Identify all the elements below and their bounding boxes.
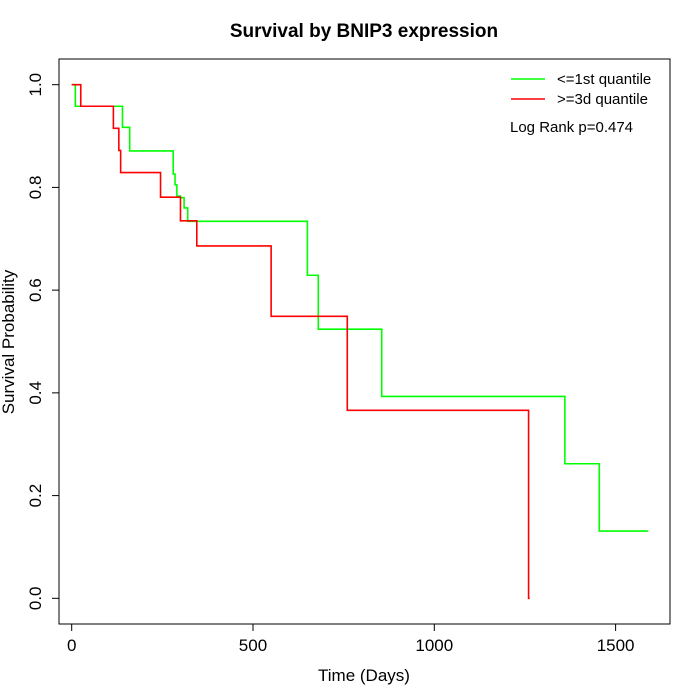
x-axis-label: Time (Days) (318, 666, 410, 685)
y-axis: 0.0 0.2 0.4 0.6 0.8 1.0 (26, 73, 60, 610)
y-axis-label: Survival Probability (0, 269, 18, 414)
x-tick-label: 500 (239, 636, 267, 655)
legend-label-1: <=1st quantile (557, 71, 651, 88)
legend: <=1st quantile >=3d quantile (511, 71, 651, 108)
y-tick-label: 0.8 (26, 176, 45, 200)
legend-label-2: >=3d quantile (557, 91, 648, 108)
plot-frame (58, 58, 671, 625)
series-layer (71, 83, 649, 600)
y-tick-label: 0.0 (26, 586, 45, 610)
x-axis: 0 500 1000 1500 (67, 623, 635, 655)
y-tick-label: 0.6 (26, 278, 45, 302)
x-tick-label: 1500 (597, 636, 635, 655)
x-tick-label: 0 (67, 636, 76, 655)
y-tick-label: 0.2 (26, 484, 45, 508)
y-tick-label: 0.4 (26, 381, 45, 405)
chart-title: Survival by BNIP3 expression (230, 21, 498, 42)
series-line-2 (71, 83, 530, 600)
series-line-1 (71, 83, 649, 532)
x-tick-label: 1000 (415, 636, 453, 655)
log-rank-annotation: Log Rank p=0.474 (510, 119, 633, 136)
y-tick-label: 1.0 (26, 73, 45, 97)
